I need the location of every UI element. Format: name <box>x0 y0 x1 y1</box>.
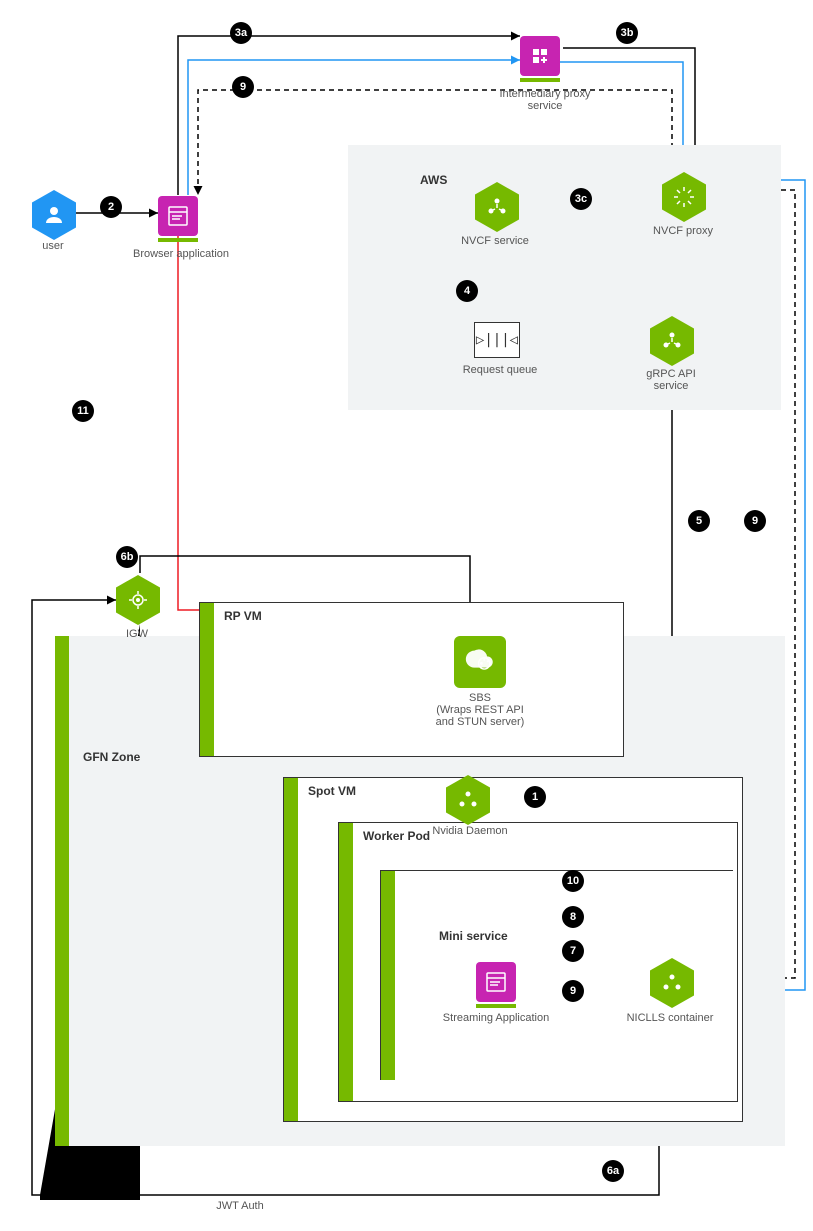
intermediary-label: Intermediary proxy service <box>490 88 600 112</box>
user-node <box>32 190 76 240</box>
nvcf-service-label: NVCF service <box>455 235 535 247</box>
zone-gfn-label: GFN Zone <box>83 750 140 764</box>
badge-11: 11 <box>72 400 94 422</box>
zone-rpvm-label: RP VM <box>224 609 262 623</box>
badge-3a: 3a <box>230 22 252 44</box>
sbs-node <box>454 636 506 688</box>
igw-node <box>116 575 160 625</box>
grpc-label: gRPC API service <box>636 368 706 392</box>
badge-9c: 9 <box>562 980 584 1002</box>
diagram-canvas: AWS GFN Zone RP VM Spot VM Worker Pod Mi… <box>0 0 813 1231</box>
intermediary-node <box>520 36 560 76</box>
badge-1: 1 <box>524 786 546 808</box>
zone-rpvm: RP VM <box>199 602 624 757</box>
sbs-label: SBS (Wraps REST API and STUN server) <box>410 692 550 728</box>
badge-6b: 6b <box>116 546 138 568</box>
browser-underline <box>158 238 198 242</box>
badge-10: 10 <box>562 870 584 892</box>
badge-7: 7 <box>562 940 584 962</box>
badge-4: 4 <box>456 280 478 302</box>
zone-aws-label: AWS <box>420 173 447 187</box>
badge-3b: 3b <box>616 22 638 44</box>
badge-9a: 9 <box>232 76 254 98</box>
user-label: user <box>38 240 68 252</box>
zone-aws: AWS <box>348 145 781 410</box>
streaming-underline <box>476 1004 516 1008</box>
zone-spotvm-label: Spot VM <box>308 784 356 798</box>
request-queue-node: ▷|||◁ <box>474 322 520 358</box>
jwt-auth-label: JWT Auth <box>200 1200 280 1212</box>
nvidia-daemon-label: Nvidia Daemon <box>420 825 520 837</box>
niclls-label: NICLLS container <box>620 1012 720 1024</box>
badge-5: 5 <box>688 510 710 532</box>
zone-miniservice-label: Mini service <box>439 929 508 943</box>
badge-9b: 9 <box>744 510 766 532</box>
streaming-node <box>476 962 516 1002</box>
request-queue-label: Request queue <box>450 364 550 376</box>
badge-6a: 6a <box>602 1160 624 1182</box>
browser-node <box>158 196 198 236</box>
intermediary-underline <box>520 78 560 82</box>
browser-label: Browser application <box>126 248 236 260</box>
nvcf-proxy-label: NVCF proxy <box>648 225 718 237</box>
badge-3c: 3c <box>570 188 592 210</box>
badge-8: 8 <box>562 906 584 928</box>
badge-2: 2 <box>100 196 122 218</box>
igw-label: IGW <box>120 628 154 640</box>
streaming-label: Streaming Application <box>436 1012 556 1024</box>
